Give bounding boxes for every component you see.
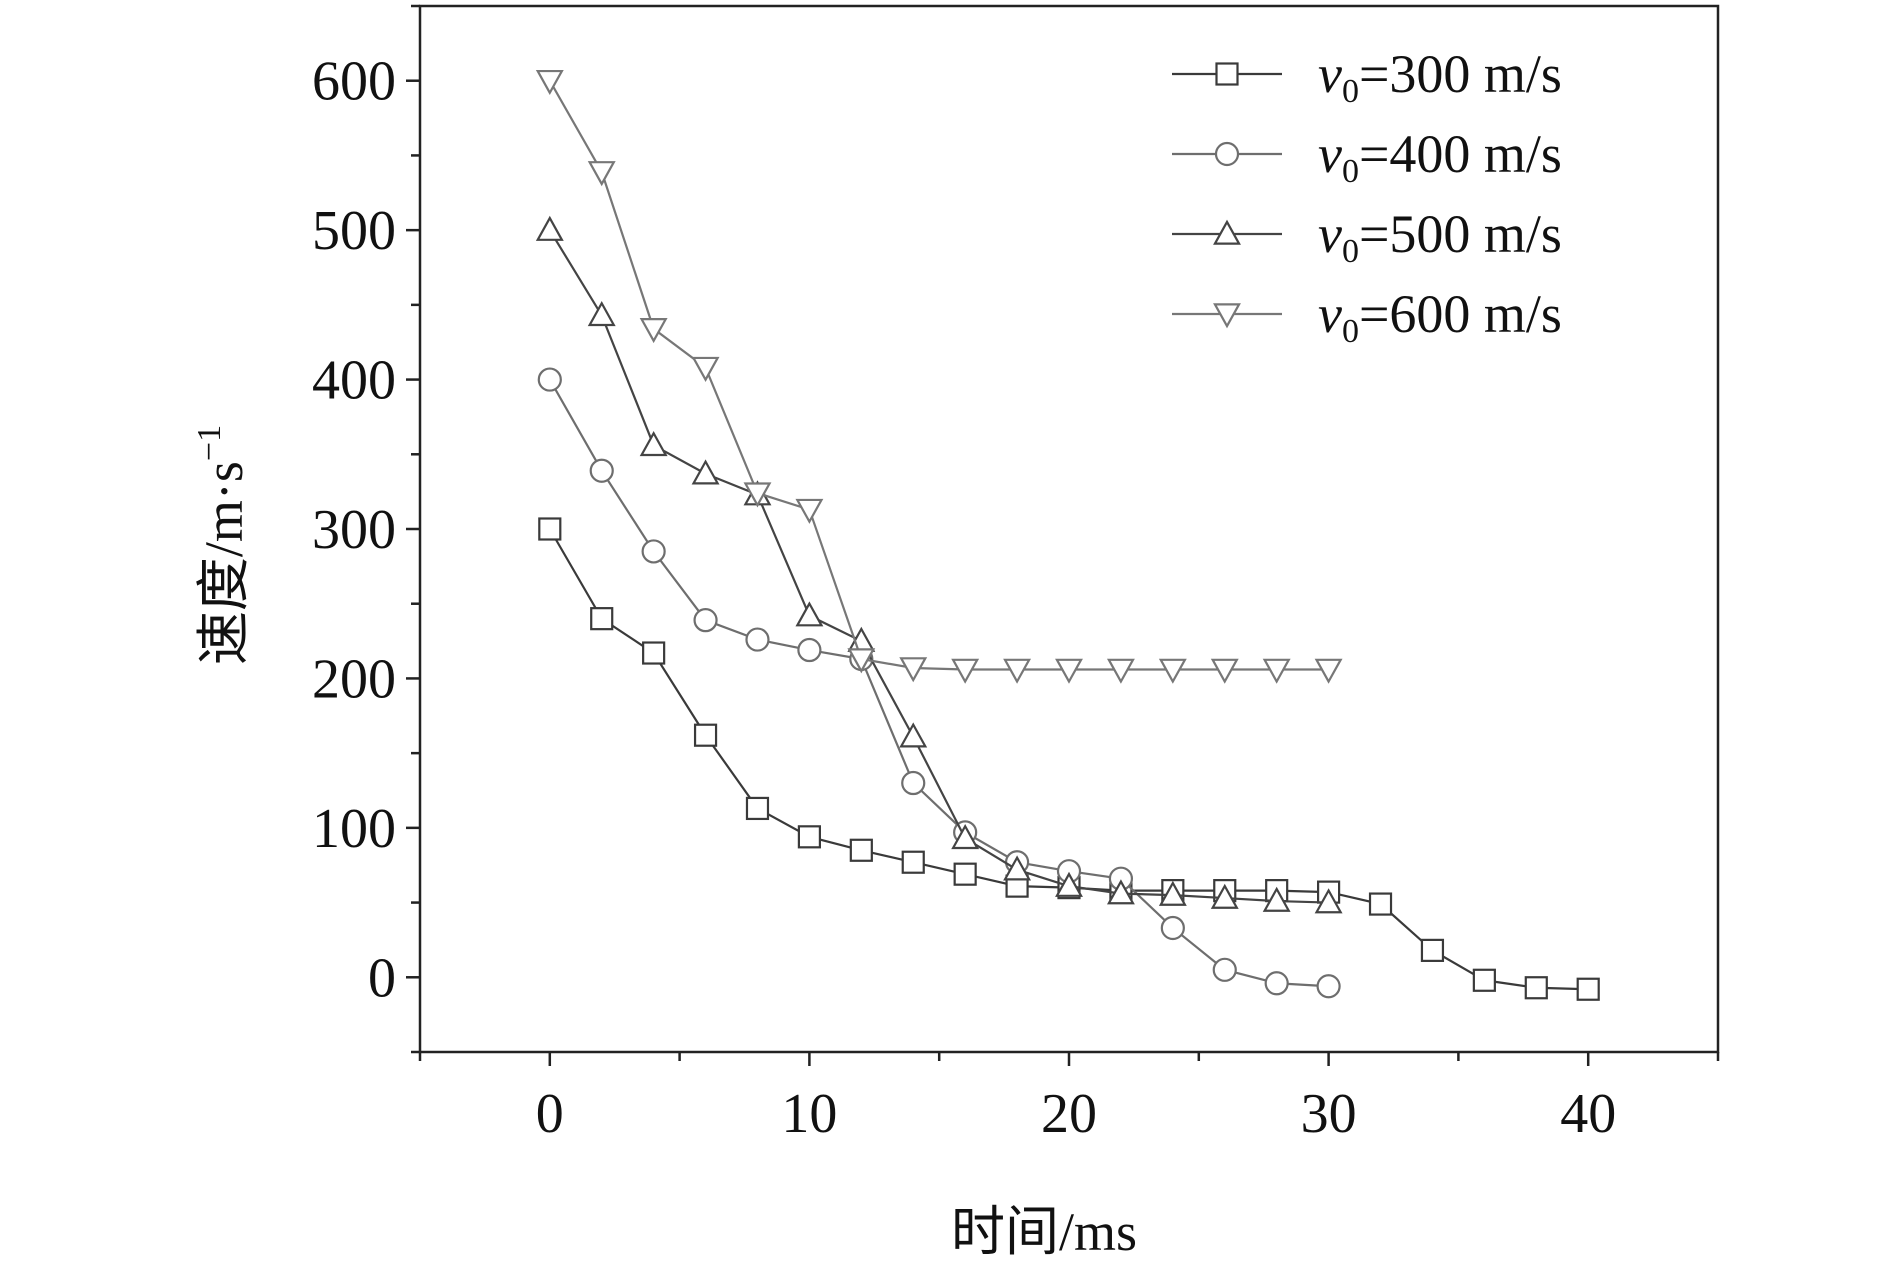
data-point [1472, 968, 1496, 992]
data-point [795, 498, 824, 524]
x-tick-label: 30 [1301, 1083, 1357, 1145]
series-layer [535, 69, 1600, 1001]
data-point [1262, 658, 1291, 684]
legend-entry: v0=500 m/s [1172, 204, 1562, 270]
data-point [1316, 974, 1341, 999]
legend-entry: v0=400 m/s [1172, 124, 1562, 190]
y-axis-label: 速度/m·s−1 [191, 425, 254, 665]
data-point [535, 215, 564, 241]
data-point [797, 637, 822, 663]
x-tick-label: 40 [1560, 1083, 1616, 1145]
data-point [639, 318, 668, 344]
data-point [691, 459, 720, 485]
data-point [1003, 855, 1032, 881]
y-tick-label: 400 [312, 350, 396, 412]
data-point [590, 607, 614, 631]
series-3 [535, 69, 1343, 684]
data-point [1576, 977, 1600, 1001]
series-line [548, 379, 1329, 988]
data-point [797, 825, 822, 849]
data-point [1420, 938, 1445, 962]
legend-marker [1214, 141, 1240, 167]
legend-label: v0=300 m/s [1318, 44, 1562, 110]
legend-entry: v0=600 m/s [1172, 284, 1562, 350]
data-point [901, 850, 925, 874]
series-2 [535, 215, 1343, 914]
data-point [901, 770, 926, 796]
x-tick-label: 20 [1041, 1083, 1097, 1145]
data-point [1055, 658, 1083, 684]
data-point [639, 430, 668, 457]
data-point [693, 608, 718, 633]
y-tick-label: 100 [312, 798, 396, 860]
legend-marker [1215, 62, 1239, 86]
legend-entry: v0=300 m/s [1172, 44, 1562, 110]
data-point [899, 722, 928, 748]
y-tick-label: 300 [312, 499, 396, 561]
data-point [642, 641, 666, 665]
data-point [1106, 879, 1135, 905]
data-point [1524, 976, 1548, 1000]
series-line [548, 528, 1589, 991]
legend-marker [1213, 219, 1241, 245]
data-point [1212, 957, 1237, 982]
series-1 [537, 367, 1341, 999]
data-point [587, 161, 616, 187]
data-point [1003, 658, 1032, 684]
data-point [745, 627, 770, 652]
data-point [1314, 658, 1343, 684]
legend-label: v0=500 m/s [1318, 204, 1562, 270]
data-point [1210, 658, 1239, 684]
x-tick-label: 0 [536, 1083, 564, 1145]
data-point [589, 458, 614, 483]
data-point [691, 356, 720, 382]
data-point [1160, 915, 1185, 941]
data-point [953, 862, 977, 886]
data-point [538, 517, 562, 541]
legend: v0=300 m/s v0=400 m/s v0=500 m/s v0=600 m/s [1172, 44, 1562, 350]
series-line [548, 229, 1329, 904]
legend-marker [1213, 303, 1241, 329]
data-point [641, 539, 666, 564]
data-point [1262, 886, 1291, 912]
y-tick-label: 600 [312, 51, 396, 113]
data-point [1055, 871, 1083, 897]
data-point [795, 601, 824, 627]
data-point [899, 657, 928, 683]
data-point [1368, 892, 1393, 916]
series-0 [538, 517, 1600, 1001]
y-tick-label: 200 [312, 648, 396, 710]
data-point [847, 648, 876, 674]
data-point [951, 823, 980, 850]
y-tick-label: 500 [312, 200, 396, 262]
data-point [1264, 971, 1289, 996]
data-point [1158, 880, 1187, 906]
legend-label: v0=400 m/s [1318, 124, 1562, 190]
y-tick-label: 0 [368, 947, 396, 1009]
data-point [745, 796, 770, 821]
data-point [951, 658, 980, 684]
data-point [743, 482, 772, 508]
data-point [1106, 658, 1135, 684]
data-point [1314, 888, 1343, 914]
data-point [1158, 658, 1187, 684]
data-point [1210, 883, 1239, 909]
y-axis-label-text: 速度/m·s [194, 461, 254, 665]
data-point [535, 69, 564, 96]
y-axis-label-superscript: −1 [191, 425, 228, 461]
data-point [693, 723, 718, 747]
data-point [537, 367, 562, 392]
series-line [548, 80, 1329, 671]
x-tick-label: 10 [781, 1083, 837, 1145]
data-point [587, 300, 616, 327]
legend-label: v0=600 m/s [1318, 284, 1562, 350]
data-point [849, 838, 873, 862]
x-axis-label: 时间/ms [951, 1202, 1137, 1262]
